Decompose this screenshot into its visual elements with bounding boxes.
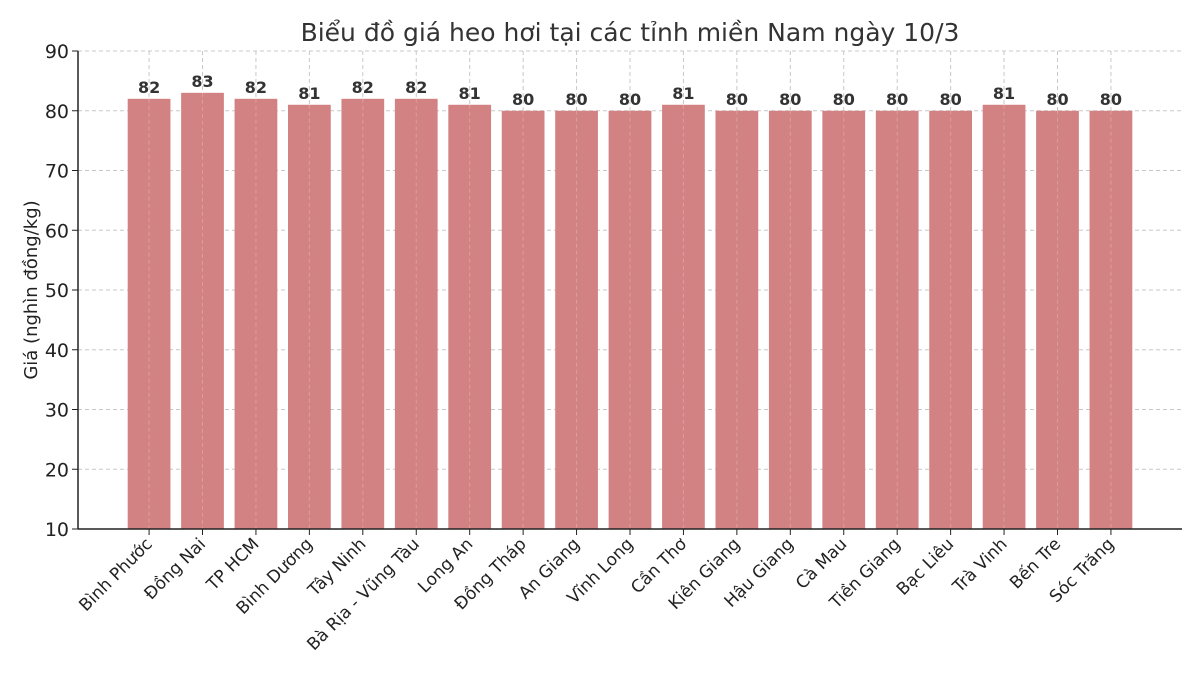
y-axis-label: Giá (nghìn đồng/kg) bbox=[21, 200, 42, 379]
data-label: 80 bbox=[512, 90, 534, 109]
data-label: 82 bbox=[405, 78, 427, 97]
y-tick-label: 80 bbox=[45, 101, 69, 123]
x-tick-label: Bình Phước bbox=[75, 534, 156, 615]
bar bbox=[715, 110, 759, 529]
x-tick-label: Trà Vinh bbox=[948, 534, 1011, 597]
y-tick-label: 70 bbox=[45, 161, 69, 183]
y-tick-label: 10 bbox=[45, 519, 69, 541]
bar bbox=[875, 110, 919, 529]
bar bbox=[768, 110, 812, 529]
data-label: 80 bbox=[1046, 90, 1068, 109]
grid-overlay bbox=[148, 92, 1112, 529]
data-label: 81 bbox=[672, 84, 694, 103]
data-label: 81 bbox=[993, 84, 1015, 103]
bar bbox=[929, 110, 972, 529]
data-label: 80 bbox=[939, 90, 961, 109]
data-label: 80 bbox=[833, 90, 855, 109]
bar bbox=[1089, 110, 1133, 529]
data-label: 82 bbox=[352, 78, 374, 97]
x-tick-label: Bạc Liêu bbox=[893, 534, 958, 599]
bar bbox=[555, 110, 598, 529]
data-label: 80 bbox=[565, 90, 587, 109]
bar bbox=[822, 110, 866, 529]
data-label: 82 bbox=[245, 78, 267, 97]
data-label: 80 bbox=[619, 90, 641, 109]
data-label: 83 bbox=[191, 72, 213, 91]
y-tick-label: 60 bbox=[45, 220, 69, 242]
y-tick-label: 30 bbox=[45, 400, 69, 422]
data-label: 80 bbox=[886, 90, 908, 109]
y-tick-label: 90 bbox=[45, 41, 69, 63]
bar bbox=[1036, 110, 1079, 529]
chart-title: Biểu đồ giá heo hơi tại các tỉnh miền Na… bbox=[301, 18, 960, 47]
data-label: 81 bbox=[298, 84, 320, 103]
y-tick-label: 50 bbox=[45, 280, 69, 302]
y-tick-label: 40 bbox=[45, 340, 69, 362]
y-tick-label: 20 bbox=[45, 459, 69, 481]
data-label: 80 bbox=[779, 90, 801, 109]
data-label: 80 bbox=[1100, 90, 1122, 109]
data-label: 81 bbox=[459, 84, 481, 103]
data-label: 82 bbox=[138, 78, 160, 97]
bar bbox=[608, 110, 652, 529]
data-labels: 82 83 82 81 82 82 81 80 80 80 81 80 80 80 80 80 81 80 80 bbox=[138, 72, 1122, 109]
data-label: 80 bbox=[726, 90, 748, 109]
bar bbox=[501, 110, 545, 529]
